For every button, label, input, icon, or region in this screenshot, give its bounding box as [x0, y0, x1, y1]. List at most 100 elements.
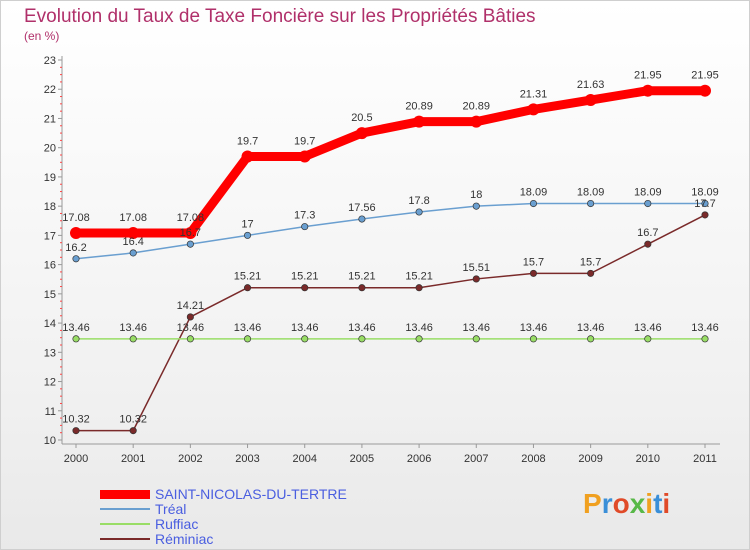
y-tick-label: 10 — [44, 435, 56, 447]
x-tick-label: 2000 — [64, 453, 88, 465]
data-point — [186, 335, 194, 343]
data-point — [243, 231, 252, 239]
data-point — [184, 227, 197, 240]
data-label: 17.56 — [348, 202, 376, 214]
series-line-1 — [75, 202, 706, 260]
brand-letter: i — [645, 488, 654, 519]
data-point — [129, 335, 137, 343]
data-point — [701, 211, 709, 219]
data-label: 15.21 — [234, 271, 262, 283]
data-label: 18.09 — [634, 187, 662, 199]
data-label: 21.95 — [691, 70, 719, 82]
data-point — [415, 284, 423, 292]
legend-swatch — [100, 538, 150, 540]
data-point — [529, 269, 538, 277]
x-tick-label: 2006 — [407, 453, 431, 465]
data-label: 17.08 — [177, 212, 205, 224]
y-tick-label: 20 — [44, 143, 56, 155]
legend-swatch — [100, 508, 150, 510]
data-label: 13.46 — [520, 322, 548, 334]
data-point — [644, 199, 652, 208]
data-point — [70, 227, 82, 240]
y-tick-label: 11 — [45, 406, 56, 418]
series-line-3 — [75, 214, 706, 432]
data-point — [72, 427, 80, 435]
data-point — [72, 255, 80, 263]
data-point — [641, 84, 654, 97]
data-point — [472, 335, 480, 343]
x-tick-label: 2001 — [121, 453, 145, 465]
data-point — [358, 284, 366, 292]
data-label: 15.21 — [348, 271, 376, 283]
data-label: 16.7 — [637, 227, 658, 239]
series-lines — [71, 86, 710, 432]
data-label: 19.7 — [294, 135, 315, 147]
data-point — [298, 150, 311, 163]
data-point — [413, 115, 426, 128]
data-point — [587, 199, 595, 208]
y-tick-label: 18 — [44, 201, 56, 213]
data-label: 13.46 — [463, 322, 491, 334]
data-point — [243, 335, 252, 343]
legend-label: SAINT-NICOLAS-DU-TERTRE — [155, 486, 347, 502]
y-tick-label: 22 — [44, 84, 56, 96]
data-point — [355, 127, 368, 140]
brand-letter: P — [583, 488, 602, 519]
brand-letter: i — [662, 488, 671, 519]
data-label: 13.46 — [291, 322, 319, 334]
data-point — [587, 269, 595, 277]
data-point — [699, 84, 711, 97]
data-label: 13.46 — [177, 322, 205, 334]
data-point — [527, 103, 540, 116]
unit-label: (en %) — [24, 29, 60, 43]
data-point — [472, 275, 480, 283]
data-label: 13.46 — [691, 322, 719, 334]
data-point — [186, 313, 194, 321]
data-point — [529, 335, 538, 343]
data-label: 21.31 — [520, 88, 548, 100]
data-point — [241, 150, 254, 163]
legend-swatch — [100, 523, 150, 525]
data-label: 21.95 — [634, 70, 662, 82]
data-point — [472, 202, 480, 210]
data-label: 15.7 — [523, 256, 544, 268]
data-point — [243, 284, 252, 292]
data-label: 15.21 — [291, 271, 319, 283]
data-label: 15.51 — [463, 262, 491, 274]
y-tick-label: 19 — [44, 172, 56, 184]
data-point — [415, 208, 423, 216]
x-tick-label: 2003 — [235, 453, 259, 465]
data-label: 13.46 — [634, 322, 662, 334]
data-label: 13.46 — [405, 322, 433, 334]
data-label: 13.46 — [119, 322, 147, 334]
data-label: 16.7 — [180, 227, 201, 239]
series-line-0 — [71, 86, 710, 238]
x-tick-label: 2010 — [636, 453, 660, 465]
x-tick-label: 2008 — [521, 453, 545, 465]
data-label: 15.7 — [580, 256, 601, 268]
data-label: 13.46 — [234, 322, 262, 334]
data-point — [470, 115, 483, 128]
data-point — [301, 335, 309, 343]
y-tick-label: 15 — [44, 289, 56, 301]
brand-letter: r — [601, 488, 613, 519]
data-label: 20.89 — [463, 101, 491, 113]
data-label: 10.32 — [119, 414, 147, 426]
data-label: 18.09 — [520, 187, 548, 199]
brand-letter: o — [612, 488, 630, 519]
data-label: 13.46 — [577, 322, 605, 334]
data-label: 20.89 — [405, 101, 433, 113]
data-label: 17.7 — [694, 198, 715, 210]
data-point — [127, 227, 140, 240]
data-label: 18 — [470, 189, 482, 201]
data-label: 19.7 — [237, 135, 258, 147]
x-tick-label: 2004 — [292, 453, 316, 465]
data-point — [301, 223, 309, 231]
data-label: 20.5 — [351, 112, 372, 124]
data-point — [301, 284, 309, 292]
legend-label: Tréal — [155, 501, 187, 517]
legend-label: Réminiac — [155, 531, 214, 547]
brand-letter: t — [653, 488, 663, 519]
data-label: 17.08 — [119, 212, 147, 224]
